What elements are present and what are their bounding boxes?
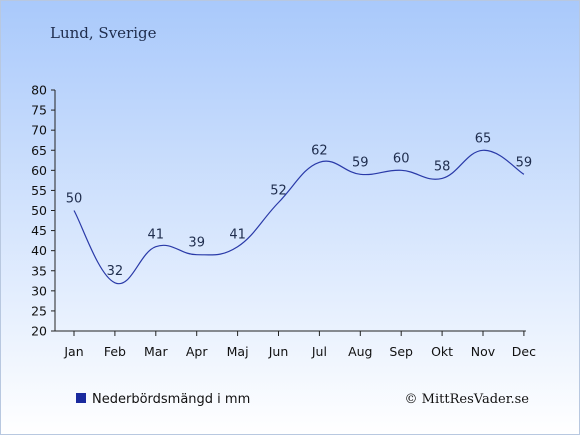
- x-tick-label-jun: Jun: [268, 344, 289, 359]
- copyright-text: © MittResVader.se: [405, 392, 530, 407]
- location-title: Lund, Sverige: [50, 24, 157, 42]
- x-tick-label-mar: Mar: [144, 344, 168, 359]
- y-tick-label: 50: [31, 203, 47, 218]
- data-label-dec: 59: [516, 155, 533, 170]
- legend-label: Nederbördsmängd i mm: [92, 392, 250, 407]
- y-tick-label: 80: [31, 83, 47, 98]
- precipitation-line: [73, 149, 525, 285]
- x-tick-label-jan: Jan: [63, 344, 83, 359]
- y-tick-label: 45: [31, 223, 47, 238]
- data-label-jun: 52: [270, 183, 287, 198]
- y-tick-label: 30: [31, 283, 47, 298]
- data-label-jan: 50: [66, 192, 83, 207]
- data-label-nov: 65: [475, 131, 492, 146]
- x-tick-label-aug: Aug: [348, 344, 372, 359]
- x-tick-label-dec: Dec: [512, 344, 536, 359]
- data-labels: 50 32 41 39 41 52 62 59 60 58 65 59: [66, 131, 532, 279]
- y-tick-label: 75: [31, 103, 47, 118]
- x-axis: Jan Feb Mar Apr Maj Jun Jul Aug Sep Okt Nov Dec: [55, 330, 536, 359]
- legend-swatch: [76, 393, 86, 403]
- data-label-jul: 62: [311, 143, 328, 158]
- y-tick-label: 35: [31, 263, 47, 278]
- x-tick-label-feb: Feb: [104, 344, 126, 359]
- x-tick-label-okt: Okt: [431, 344, 453, 359]
- x-tick-label-jul: Jul: [311, 344, 327, 359]
- x-tick-label-maj: Maj: [227, 344, 249, 359]
- x-tick-label-apr: Apr: [186, 344, 208, 359]
- y-tick-label: 40: [31, 243, 47, 258]
- y-tick-label: 60: [31, 163, 47, 178]
- y-tick-label: 70: [31, 123, 47, 138]
- data-label-feb: 32: [107, 264, 124, 279]
- x-tick-label-sep: Sep: [389, 344, 413, 359]
- data-label-maj: 41: [229, 228, 246, 243]
- data-label-sep: 60: [393, 151, 410, 166]
- y-tick-label: 55: [31, 183, 47, 198]
- data-label-apr: 39: [188, 236, 205, 251]
- data-label-mar: 41: [148, 228, 165, 243]
- y-axis: 20 25 30 35 40 45 50 55 60 65 70 75 80: [31, 83, 56, 339]
- data-label-aug: 59: [352, 155, 369, 170]
- y-tick-label: 65: [31, 143, 47, 158]
- y-tick-label: 20: [31, 324, 47, 339]
- data-label-okt: 58: [434, 159, 451, 174]
- y-tick-label: 25: [31, 303, 47, 318]
- x-tick-label-nov: Nov: [471, 344, 496, 359]
